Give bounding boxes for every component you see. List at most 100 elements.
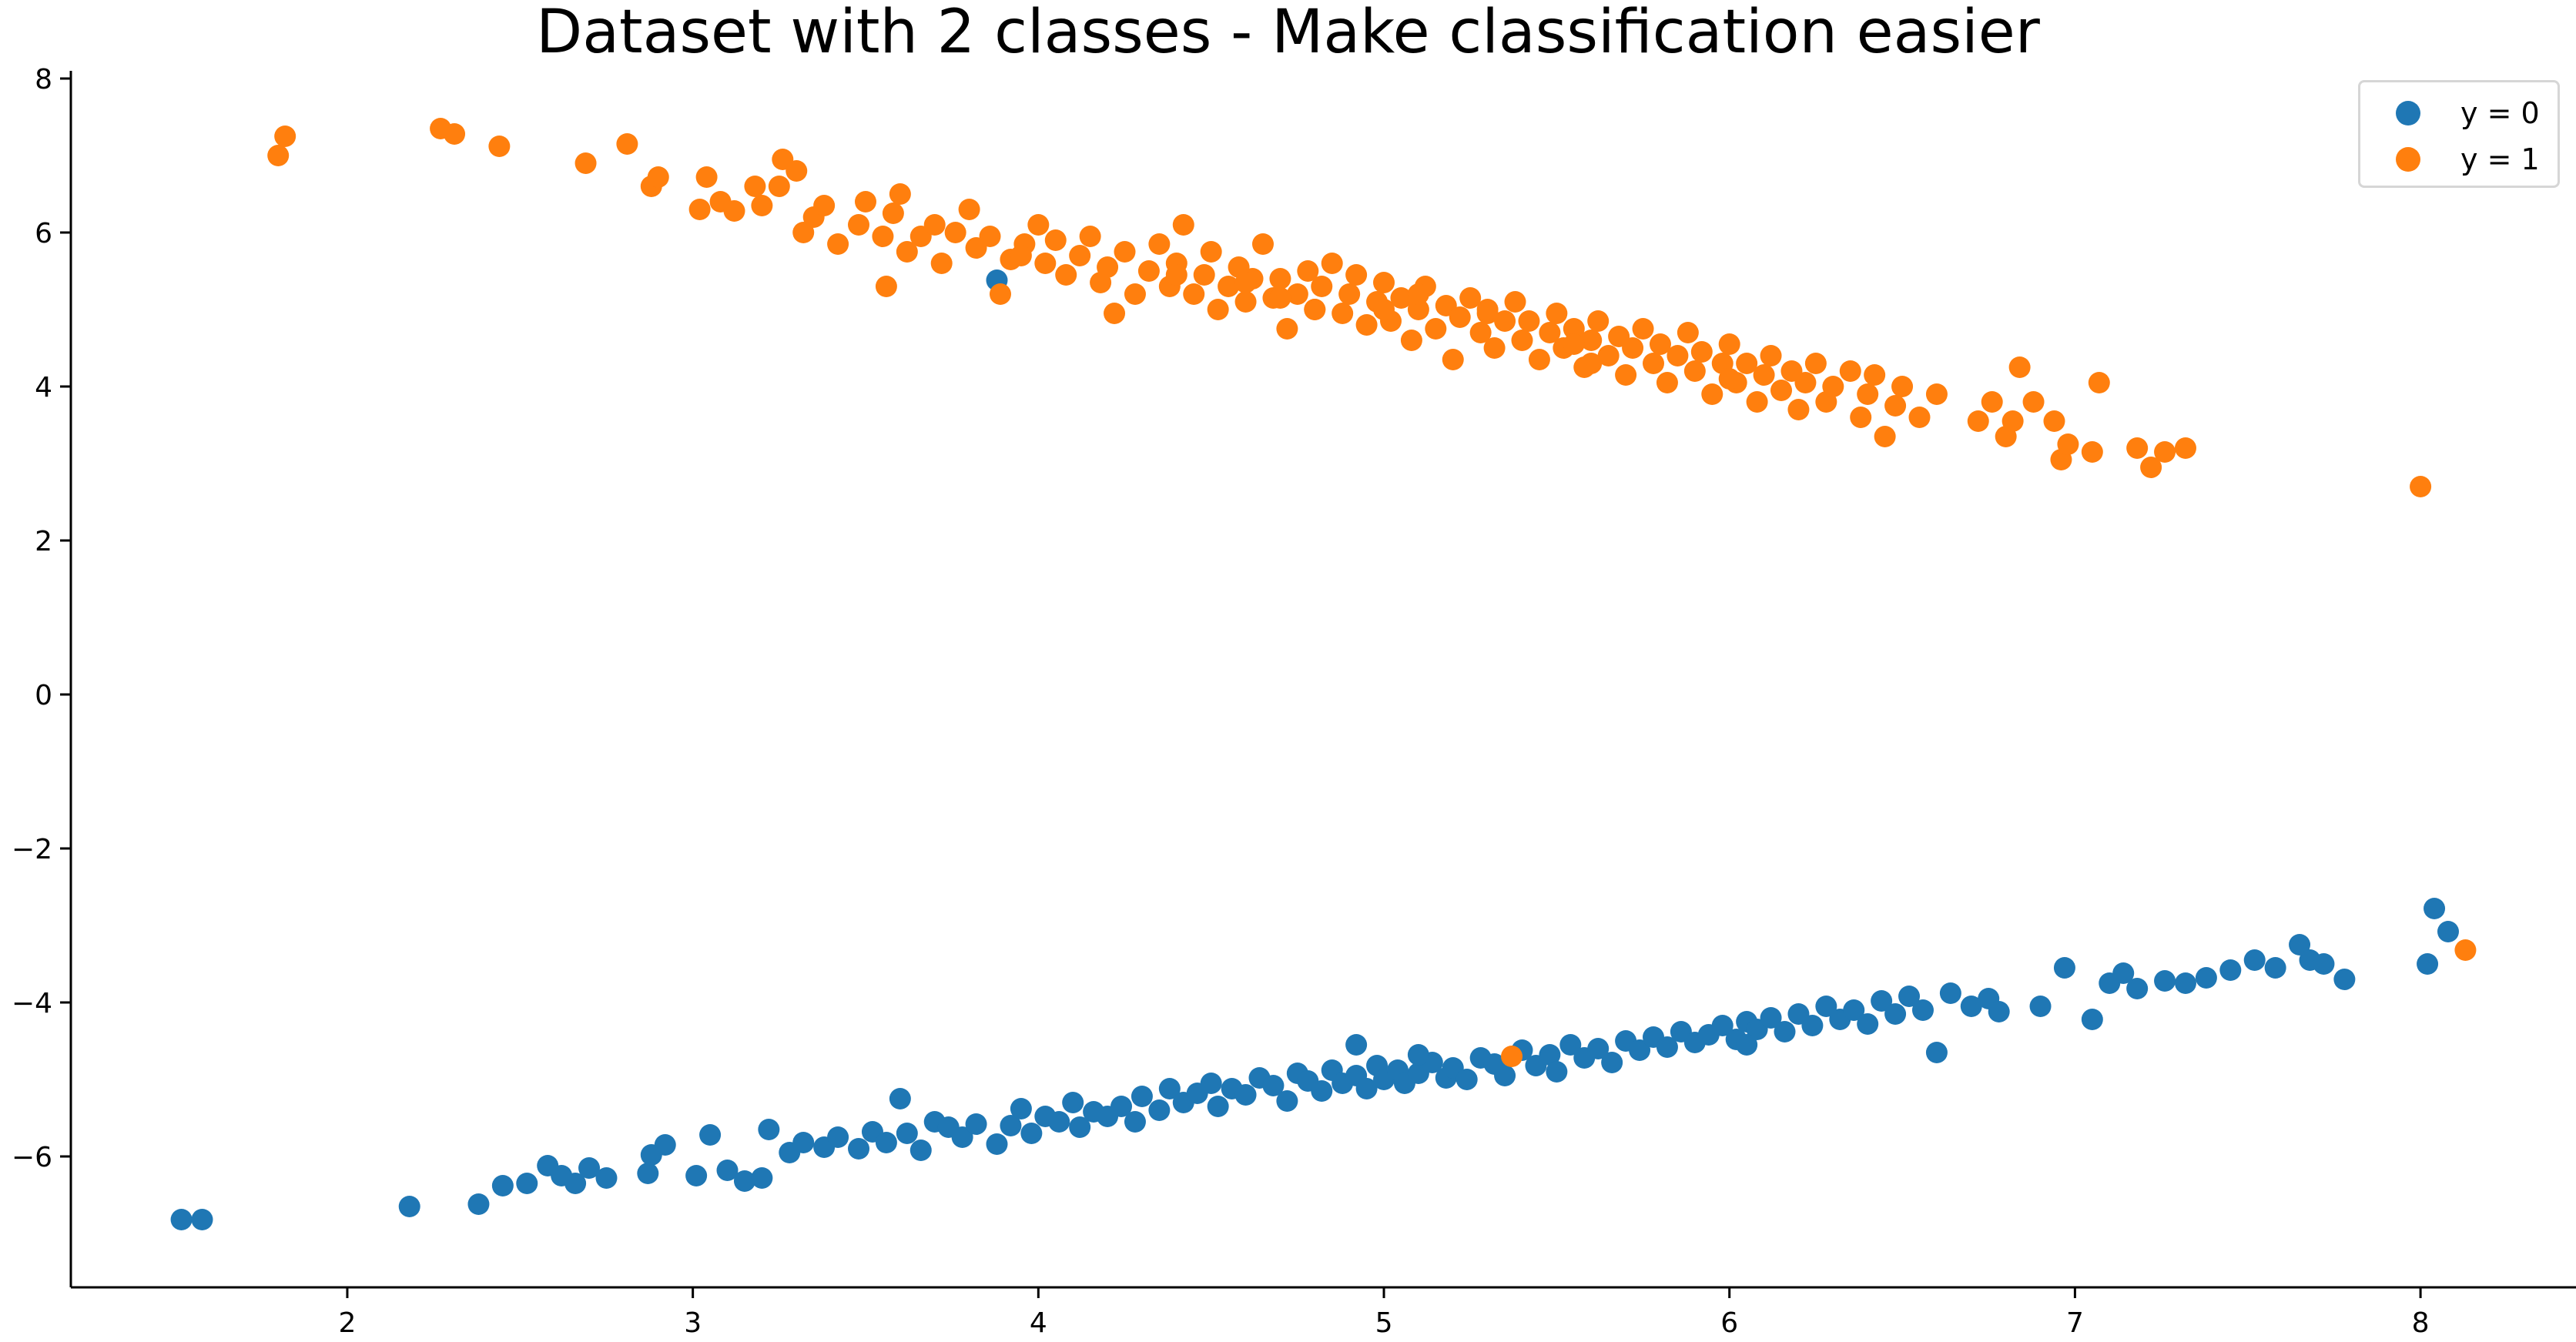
data-point-series-0 [848, 1138, 870, 1160]
data-point-series-1 [1010, 245, 1032, 266]
data-point-series-0 [467, 1193, 490, 1215]
data-point-series-1 [2081, 441, 2103, 463]
data-point-series-0 [1207, 1096, 1229, 1117]
data-point-series-1 [1736, 353, 1758, 374]
data-point-series-0 [1857, 1013, 1879, 1035]
data-point-series-1 [989, 283, 1011, 305]
data-point-series-1 [1701, 383, 1723, 405]
data-point-series-1 [875, 276, 897, 297]
data-point-series-1 [1069, 245, 1091, 266]
data-point-series-0 [1711, 1015, 1734, 1036]
data-point-series-0 [1960, 996, 1982, 1017]
data-point-series-1 [1683, 360, 1706, 382]
data-point-series-1 [1218, 276, 1240, 297]
x-tick-label: 4 [1030, 1307, 1047, 1339]
data-point-series-1 [1580, 330, 1603, 351]
data-point-series-1 [274, 125, 296, 147]
data-point-series-1 [1967, 410, 1989, 432]
data-point-series-0 [2333, 969, 2356, 990]
data-point-series-1 [1925, 383, 1948, 405]
data-point-series-1 [1390, 287, 1412, 309]
data-point-series-1 [1137, 260, 1160, 282]
data-point-series-1 [1874, 426, 1896, 447]
data-point-series-0 [2174, 972, 2196, 994]
data-point-series-0 [685, 1165, 708, 1186]
data-point-series-1 [695, 166, 718, 188]
data-point-series-1 [1234, 272, 1257, 293]
data-point-series-0 [1455, 1069, 1478, 1090]
data-point-series-1 [2008, 356, 2031, 378]
data-point-series-0 [875, 1132, 897, 1153]
data-point-series-1 [792, 222, 815, 243]
data-point-series-1 [1148, 233, 1171, 255]
data-point-series-1 [1338, 283, 1361, 305]
data-point-series-1 [1839, 360, 1861, 382]
data-point-series-1 [1677, 322, 1699, 343]
data-point-series-1 [688, 199, 711, 220]
data-point-series-0 [1355, 1078, 1378, 1099]
data-point-series-1 [1124, 283, 1146, 305]
data-point-series-1 [1539, 322, 1561, 343]
data-point-series-1 [1667, 345, 1689, 366]
data-point-series-0 [1200, 1073, 1222, 1094]
data-point-series-0 [1069, 1116, 1091, 1138]
y-tick-label: −4 [12, 988, 52, 1019]
data-point-series-1 [889, 183, 911, 205]
data-point-series-0 [578, 1157, 601, 1179]
data-point-series-1 [1104, 303, 1126, 324]
data-point-series-1 [2043, 410, 2065, 432]
data-point-series-1 [1563, 333, 1585, 355]
data-point-series-0 [1110, 1096, 1133, 1117]
data-point-series-0 [516, 1173, 538, 1194]
data-point-series-0 [1539, 1044, 1561, 1066]
data-point-series-0 [2437, 921, 2459, 942]
legend-label-y1: y = 1 [2460, 142, 2540, 176]
data-point-series-1 [1459, 287, 1482, 309]
data-point-series-1 [1746, 391, 1768, 413]
data-point-series-0 [1494, 1065, 1516, 1086]
data-point-series-1 [1097, 256, 1119, 278]
x-tick-label: 3 [684, 1307, 702, 1339]
data-point-series-1 [2140, 457, 2162, 478]
data-point-series-0 [1010, 1098, 1032, 1119]
data-point-series-1 [1442, 349, 1464, 370]
data-point-series-1 [2002, 410, 2024, 432]
data-point-series-1 [1276, 318, 1298, 340]
data-point-series-1 [616, 133, 638, 155]
data-point-series-0 [2053, 957, 2075, 979]
data-point-series-0 [2264, 957, 2286, 979]
data-point-series-0 [2417, 953, 2439, 975]
data-point-series-0 [1407, 1044, 1429, 1066]
data-point-series-0 [1345, 1034, 1368, 1056]
data-point-series-0 [2219, 959, 2242, 981]
data-point-series-0 [2081, 1009, 2103, 1030]
y-tick-label: −6 [12, 1142, 52, 1173]
data-point-series-0 [1911, 999, 1934, 1021]
data-point-series-1 [1251, 233, 1274, 255]
data-point-series-1 [1332, 303, 1354, 324]
data-point-series-0 [1898, 986, 1921, 1007]
data-point-series-1 [827, 233, 849, 255]
data-point-series-0 [1871, 990, 1893, 1012]
data-point-series-1 [854, 191, 876, 213]
data-point-series-0 [1311, 1080, 1333, 1102]
y-tick-label: 2 [35, 526, 52, 557]
data-point-series-1 [1718, 368, 1740, 390]
data-point-series-0 [909, 1140, 932, 1161]
data-point-series-0 [2126, 978, 2149, 999]
data-point-series-1 [723, 200, 745, 222]
data-point-series-1 [1649, 333, 1671, 355]
data-point-series-1 [444, 123, 466, 145]
data-point-series-1 [1079, 226, 1101, 247]
data-point-series-1 [488, 136, 511, 157]
data-point-series-0 [1939, 982, 1961, 1004]
data-point-series-1 [882, 202, 904, 224]
data-point-series-1 [1407, 299, 1429, 320]
data-point-series-1 [930, 253, 953, 274]
data-point-series-1 [1027, 214, 1050, 236]
data-point-series-1 [1642, 353, 1664, 374]
data-point-series-1 [2022, 391, 2045, 413]
data-point-series-0 [1774, 1021, 1796, 1042]
data-point-series-1 [1407, 283, 1429, 305]
data-point-series-0 [699, 1124, 722, 1146]
